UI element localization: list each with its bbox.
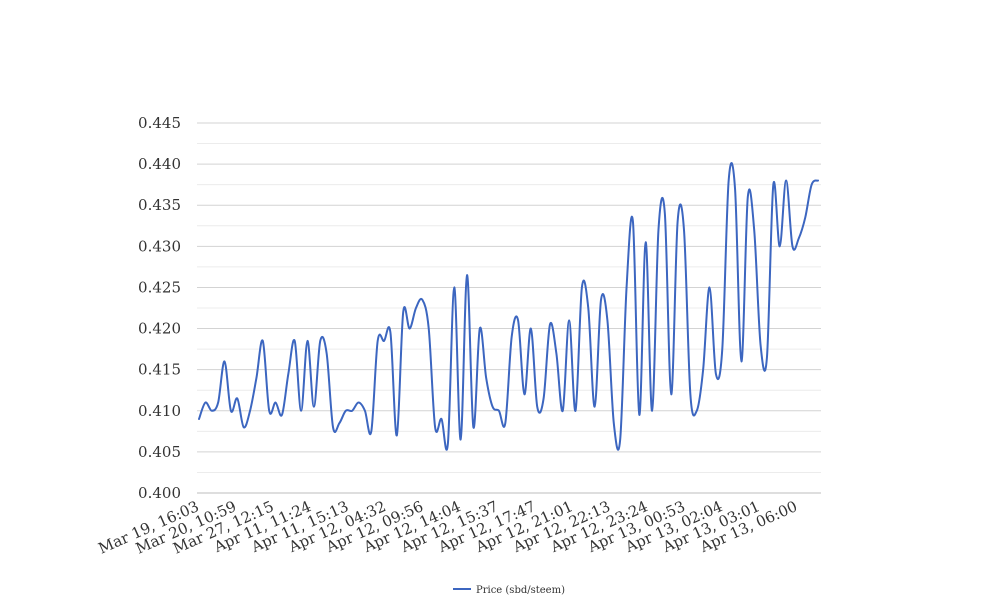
y-tick-label: 0.440 [138, 155, 181, 173]
y-tick-label: 0.425 [138, 278, 181, 296]
y-tick-label: 0.405 [138, 443, 181, 461]
y-tick-label: 0.430 [138, 237, 181, 255]
series-layer [198, 162, 819, 451]
y-axis-ticks: 0.400 0.405 0.410 0.415 0.420 0.425 0.430 0.435… [138, 114, 181, 502]
y-tick-label: 0.415 [138, 361, 181, 379]
y-tick-label: 0.410 [138, 402, 181, 420]
y-tick-label: 0.435 [138, 196, 181, 214]
legend-label: Price (sbd/steem) [476, 585, 565, 596]
series-line-price [198, 162, 819, 451]
y-tick-label: 0.420 [138, 320, 181, 338]
legend: Price (sbd/steem) [453, 585, 565, 596]
y-tick-label: 0.400 [138, 484, 181, 502]
y-tick-label: 0.445 [138, 114, 181, 132]
chart-gridlines [197, 122, 821, 494]
